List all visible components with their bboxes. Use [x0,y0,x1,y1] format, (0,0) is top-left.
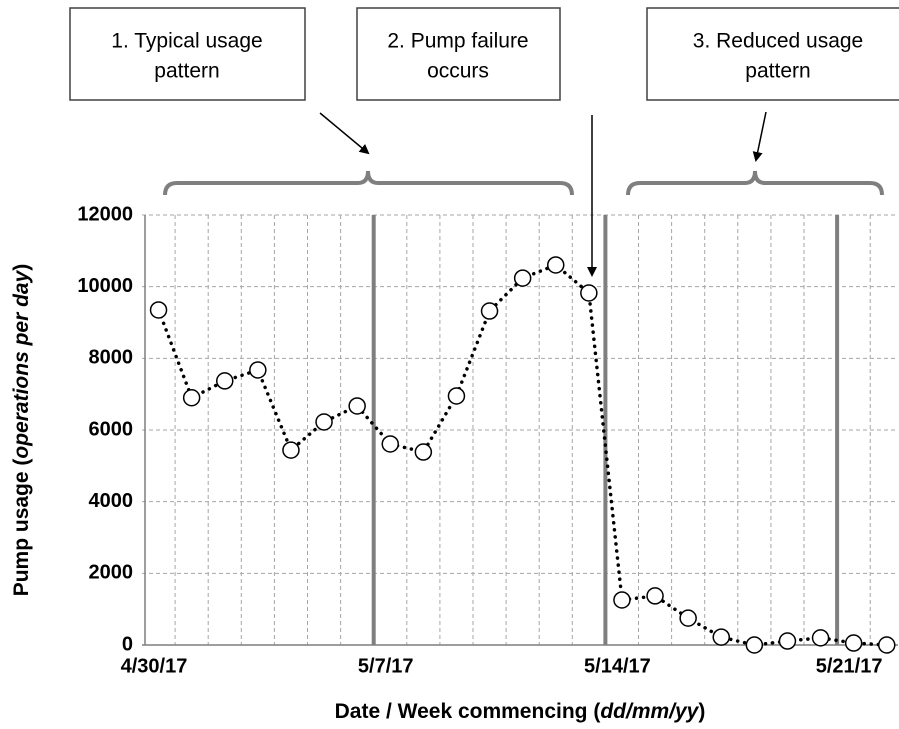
data-point [613,591,631,609]
annotation-box [646,7,899,101]
data-point [646,587,664,605]
y-tick-label: 6000 [89,418,134,440]
data-point [844,634,863,652]
data-point [745,636,764,654]
data-point [348,397,366,415]
y-tick-label: 2000 [89,562,134,584]
y-axis-title-part: ) [10,264,33,271]
arrow [752,111,767,162]
data-point [547,256,565,274]
arrow [319,112,370,155]
x-axis-title: Date / Week commencing (dd/mm/yy) [335,700,706,723]
x-tick-label: 5/21/17 [816,655,883,677]
data-point [182,389,201,407]
data-point [513,269,532,287]
y-axis-title-part: operations per day [10,269,33,458]
data-point [216,372,234,390]
data-point [778,632,797,650]
grid [142,214,898,646]
brace [626,170,884,196]
y-tick-label: 0 [122,633,133,655]
data-point [712,628,730,646]
x-tick-label: 4/30/17 [121,655,188,677]
annotation-text: 3. Reduced usage [693,30,863,53]
annotation-box [69,7,306,101]
data-point [414,443,433,461]
data-point [381,435,399,453]
annotation-text: 2. Pump failure [387,30,528,53]
data-point [447,387,466,405]
y-axis-title: Pump usage (operations per day) [10,264,33,597]
data-point [249,361,267,379]
annotation-text: occurs [427,60,489,83]
y-tick-label: 8000 [89,347,134,369]
x-axis-title-part: ) [698,700,705,723]
data-point [679,609,697,627]
y-tick-label: 4000 [89,490,134,512]
x-tick-label: 5/14/17 [584,655,651,677]
annotation-box [356,7,561,101]
annotation-text: pattern [745,60,810,83]
y-tick-label: 12000 [77,203,133,225]
data-point [811,629,830,647]
x-axis-title-part: Date / Week commencing ( [335,700,601,723]
data-point [149,301,168,319]
data-point [878,636,896,654]
data-point [480,302,499,320]
annotation-text: pattern [154,60,219,83]
data-point [282,441,300,459]
data-line [156,262,889,647]
data-point [580,284,598,302]
brace [163,170,574,196]
x-axis-title-part: dd/mm/yy [600,700,699,723]
y-tick-label: 10000 [77,275,133,297]
data-point [315,413,333,431]
y-axis-title-part: Pump usage ( [10,459,33,597]
annotation-text: 1. Typical usage [111,30,262,53]
x-tick-label: 5/7/17 [358,655,414,677]
